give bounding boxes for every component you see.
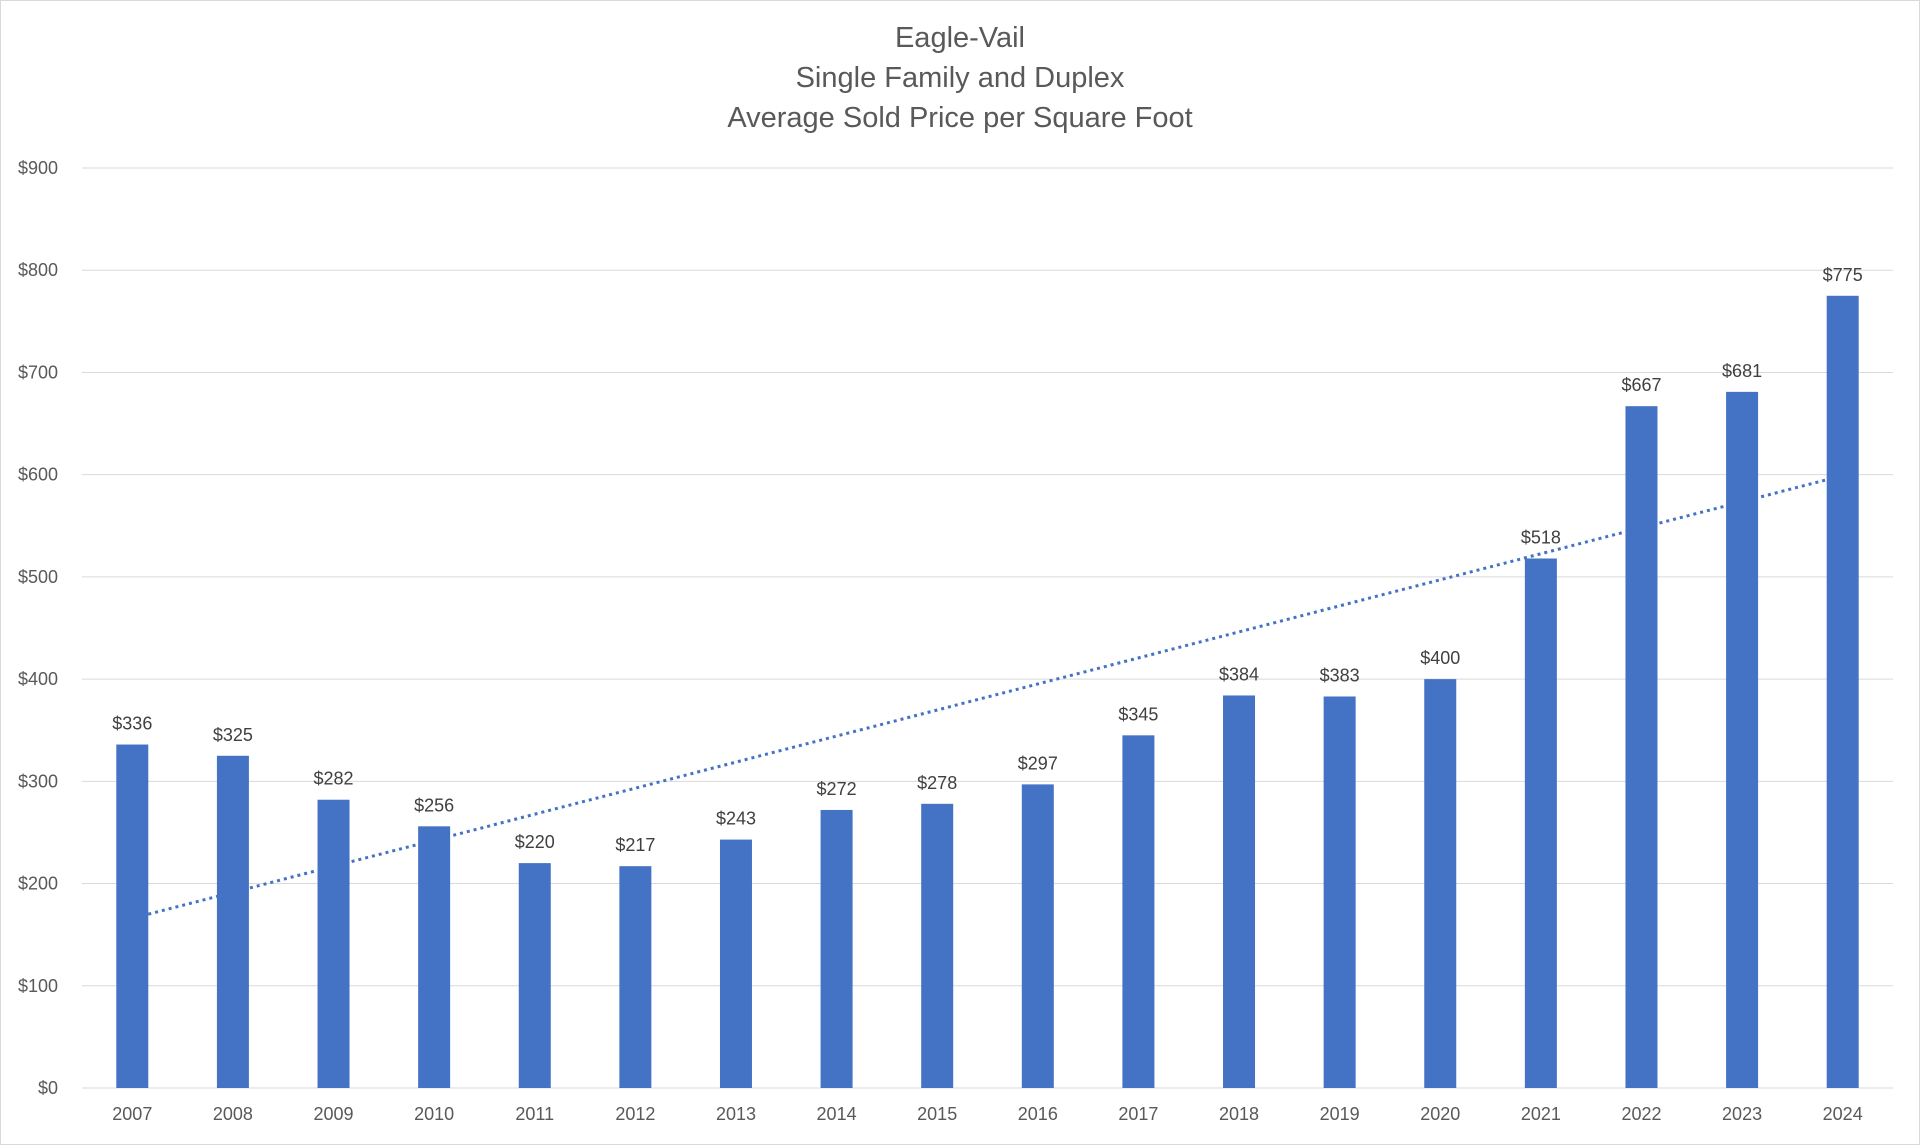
data-label: $400 [1420,648,1460,668]
y-tick-label: $900 [18,158,58,178]
bar [1223,695,1256,1088]
data-label: $384 [1219,664,1259,684]
data-label: $272 [817,779,857,799]
bar [116,744,149,1088]
y-tick-label: $800 [18,260,58,280]
bar [216,755,249,1088]
y-tick-label: $400 [18,669,58,689]
x-axis-tick-labels: 2007 2008 2009 2010 2011 2012 2013 2014 2015 2016… [112,1104,1862,1124]
x-tick-label: 2010 [414,1104,454,1124]
y-axis-tick-labels: $0 $100 $200 $300 $400 $500 $600 $700 $800 $900 [18,158,58,1098]
data-label: $667 [1621,375,1661,395]
y-tick-label: $200 [18,874,58,894]
x-tick-label: 2017 [1118,1104,1158,1124]
chart-title-line-1: Eagle-Vail [894,22,1026,54]
trendline [147,478,1828,916]
x-tick-label: 2011 [515,1104,554,1124]
x-tick-label: 2012 [615,1104,655,1124]
data-label: $325 [213,725,253,745]
x-tick-label: 2023 [1722,1104,1762,1124]
x-tick-label: 2007 [112,1104,152,1124]
y-tick-label: $100 [18,976,58,996]
bar [1021,784,1054,1088]
data-label: $681 [1722,361,1762,381]
bar [1826,295,1859,1088]
data-label: $345 [1118,704,1158,724]
x-tick-label: 2020 [1420,1104,1460,1124]
data-label: $243 [716,809,756,829]
bar [619,866,652,1088]
bar [1726,391,1759,1088]
bar [719,839,752,1088]
data-label: $383 [1320,665,1360,685]
bar [1625,406,1658,1089]
x-tick-label: 2015 [917,1104,957,1124]
y-tick-label: $500 [18,567,58,587]
bar [518,863,551,1088]
chart-title-line-3: Average Sold Price per Square Foot [727,102,1193,134]
data-label: $256 [414,795,454,815]
y-tick-label: $300 [18,771,58,791]
x-tick-label: 2021 [1521,1104,1561,1124]
y-tick-label: $0 [38,1078,58,1098]
x-tick-label: 2016 [1018,1104,1058,1124]
bars [116,295,1859,1089]
data-label: $220 [515,832,555,852]
trendline-layer [147,478,1828,916]
x-tick-label: 2013 [716,1104,756,1124]
x-tick-label: 2018 [1219,1104,1259,1124]
x-tick-label: 2024 [1823,1104,1863,1124]
data-label: $775 [1823,265,1863,285]
gridlines [82,167,1893,1089]
bar [1122,735,1155,1088]
bar [921,803,954,1088]
x-tick-label: 2009 [314,1104,354,1124]
x-tick-label: 2008 [213,1104,253,1124]
bar [820,809,853,1088]
y-tick-label: $600 [18,465,58,485]
bar [317,799,350,1088]
data-label: $278 [917,773,957,793]
y-tick-label: $700 [18,362,58,382]
data-label: $518 [1521,527,1561,547]
data-label: $297 [1018,753,1058,773]
data-label: $217 [615,835,655,855]
bar [1424,679,1457,1088]
x-tick-label: 2019 [1320,1104,1360,1124]
data-labels: $336 $325 $282 $256 $220 $217 $243 $272 $278 $297… [112,265,1862,855]
bar [1323,696,1356,1088]
chart-title-line-2: Single Family and Duplex [795,62,1125,94]
bar [418,826,451,1088]
x-tick-label: 2022 [1621,1104,1661,1124]
bar [1524,558,1557,1088]
data-label: $336 [112,714,152,734]
x-tick-label: 2014 [817,1104,857,1124]
data-label: $282 [314,769,354,789]
